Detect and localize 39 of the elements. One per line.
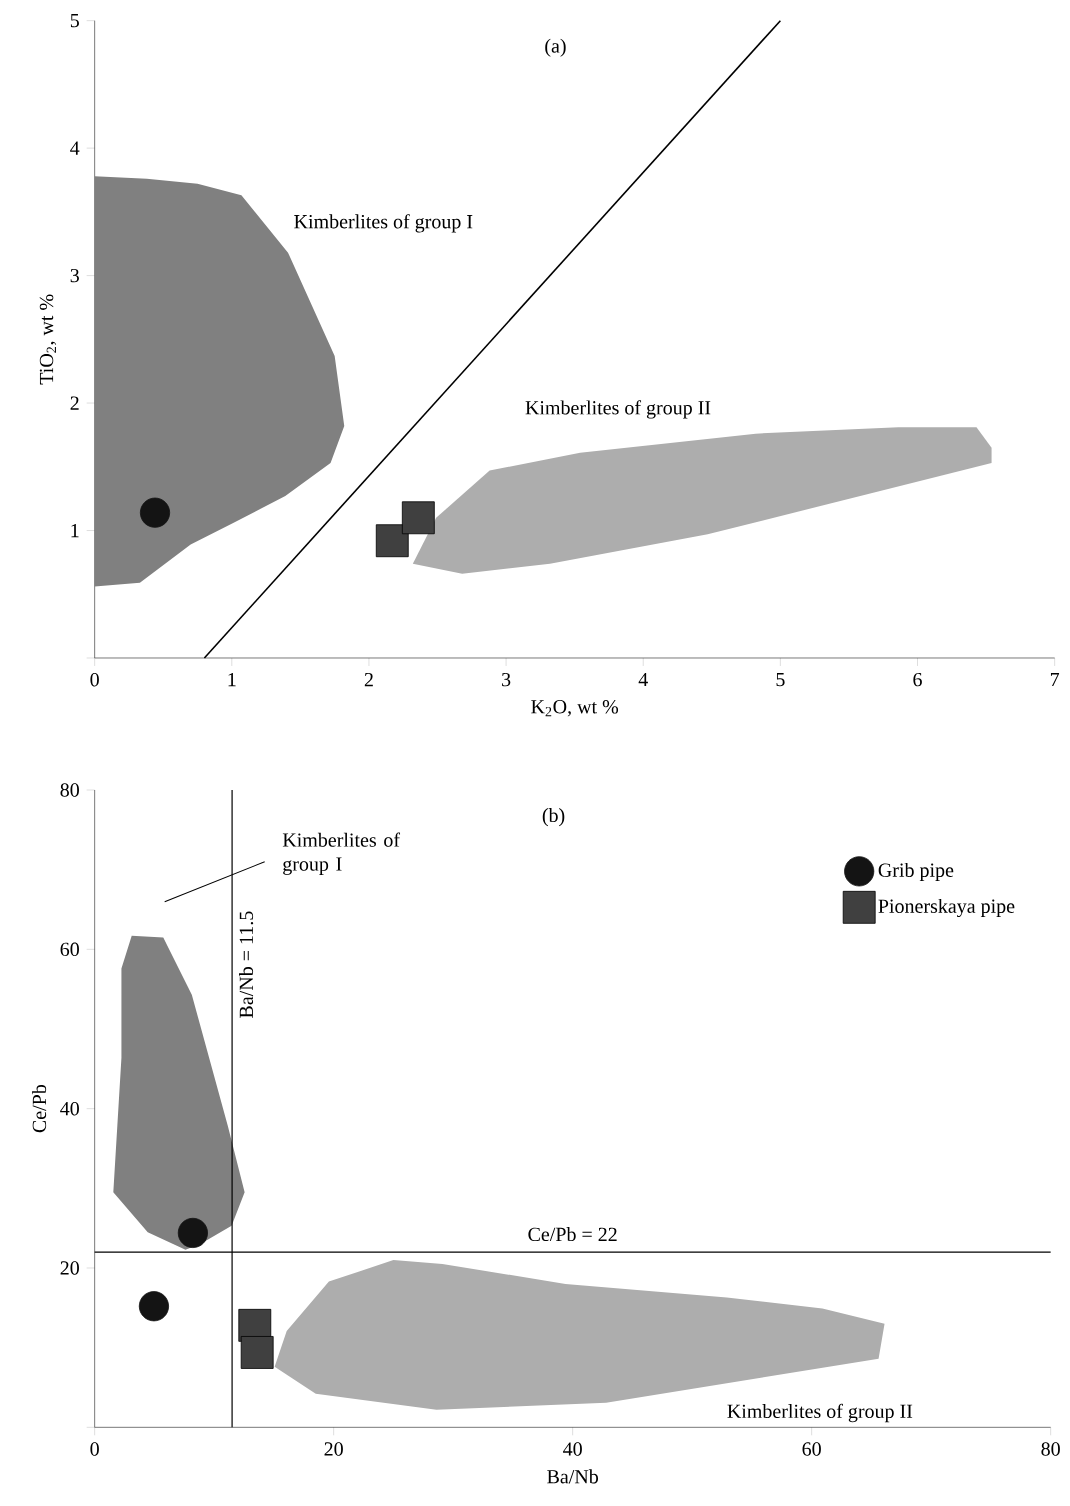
text: (b) — [542, 808, 565, 827]
legend-label: Pionerskaya pipe — [878, 898, 1015, 918]
y-tick-label: 60 — [60, 942, 79, 957]
x-tick-label: 6 — [913, 672, 922, 687]
point — [240, 1336, 274, 1369]
y-axis-title: Ce/Pb — [32, 1084, 47, 1133]
annotation: Kimberlites of group I — [282, 832, 401, 875]
y-tick-label: 80 — [60, 783, 79, 797]
point — [138, 1291, 169, 1322]
ref-line-label: Ce/Pb = 22 — [528, 1227, 617, 1242]
annotation: Kimberlites of group II — [727, 1403, 913, 1423]
x-tick-label: 7 — [1050, 672, 1060, 687]
x-tick-label: 5 — [776, 672, 785, 687]
x-tick-label: 80 — [1041, 1442, 1060, 1456]
x-tick-label: 2 — [364, 672, 373, 687]
annotation: Kimberlites of group I — [294, 214, 473, 233]
x-tick-label: 40 — [563, 1442, 582, 1456]
y-tick-label: 3 — [70, 268, 79, 283]
legend-label: Grib pipe — [878, 862, 954, 882]
x-axis-title: Ba/Nb — [547, 1469, 599, 1484]
x-tick-label: 4 — [638, 672, 648, 687]
y-tick-label: 2 — [70, 396, 79, 410]
ref-line-label: Ba/Nb = 11.5 — [239, 911, 254, 1018]
x-tick-label: 1 — [228, 672, 236, 687]
x-axis-title: K$_{2}$O, wt % — [531, 700, 619, 717]
y-tick-label: 1 — [71, 523, 79, 538]
x-tick-label: 3 — [502, 672, 511, 687]
y-tick-label: 4 — [70, 141, 80, 155]
y-tick-label: 20 — [60, 1261, 79, 1275]
x-tick-label: 0 — [90, 1442, 99, 1456]
annotation: Kimberlites of group II — [525, 400, 711, 419]
y-tick-label: 40 — [60, 1101, 79, 1116]
y-axis-title: TiO$_{2}$, wt % — [39, 294, 57, 385]
y-tick-label: 5 — [70, 14, 79, 28]
x-tick-label: 60 — [802, 1442, 821, 1456]
x-tick-label: 20 — [324, 1442, 343, 1456]
x-tick-label: 0 — [90, 672, 99, 687]
point — [177, 1217, 208, 1249]
text: (a) — [545, 38, 566, 57]
